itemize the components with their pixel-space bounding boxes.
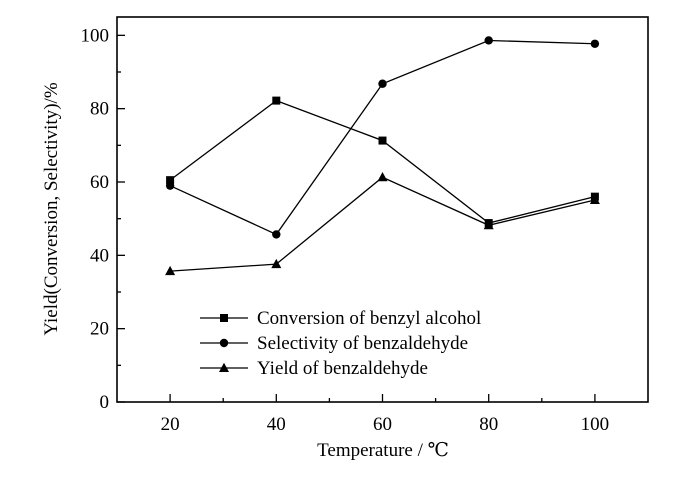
series-triangle: [165, 172, 600, 276]
x-tick-label: 40: [267, 414, 286, 435]
y-tick-label: 60: [90, 172, 109, 193]
legend-item: Conversion of benzyl alcohol: [200, 308, 481, 329]
chart-legend: Conversion of benzyl alcohol Selectivity …: [200, 308, 481, 379]
y-tick-label: 0: [100, 392, 110, 413]
data-point-square: [166, 176, 175, 185]
legend-marker-square: [220, 314, 228, 322]
x-tick-label: 80: [479, 414, 498, 435]
y-tick-label: 80: [90, 99, 109, 120]
data-point-circle: [272, 230, 281, 239]
data-point-circle: [165, 181, 175, 190]
data-point-triangle: [589, 194, 600, 204]
y-tick-label: 20: [90, 319, 109, 340]
data-point-triangle: [483, 220, 494, 230]
series-circle: [165, 36, 600, 239]
chart-ticks: 20 40 60 80 100 0 20 40 60 80 100: [81, 25, 610, 435]
legend-label: Yield of benzaldehyde: [257, 358, 428, 379]
x-tick-label: 60: [373, 414, 392, 435]
legend-item: Yield of benzaldehyde: [200, 358, 428, 379]
series-square: [166, 96, 599, 228]
data-point-circle: [378, 79, 387, 88]
y-tick-label: 100: [81, 25, 110, 46]
data-point-triangle: [271, 258, 282, 269]
series-line: [170, 176, 596, 272]
legend-marker-circle: [219, 338, 229, 348]
legend-label: Conversion of benzyl alcohol: [257, 308, 481, 329]
legend-label: Selectivity of benzaldehyde: [257, 333, 468, 354]
y-axis-label: Yield(Conversion, Selectivity)/%: [41, 82, 62, 335]
data-point-square: [272, 96, 281, 105]
data-point-circle: [484, 36, 493, 45]
chart-series: [165, 36, 600, 276]
data-point-triangle: [377, 172, 388, 182]
x-tick-label: 20: [161, 414, 180, 435]
data-point-square: [378, 136, 387, 145]
legend-marker-triangle: [219, 362, 229, 372]
data-point-circle: [590, 39, 600, 48]
series-line: [169, 99, 596, 224]
legend-item: Selectivity of benzaldehyde: [200, 333, 468, 354]
y-tick-label: 40: [90, 245, 109, 266]
data-point-triangle: [165, 265, 176, 276]
x-axis-label: Temperature / ℃: [317, 440, 449, 461]
x-tick-label: 100: [581, 414, 610, 435]
